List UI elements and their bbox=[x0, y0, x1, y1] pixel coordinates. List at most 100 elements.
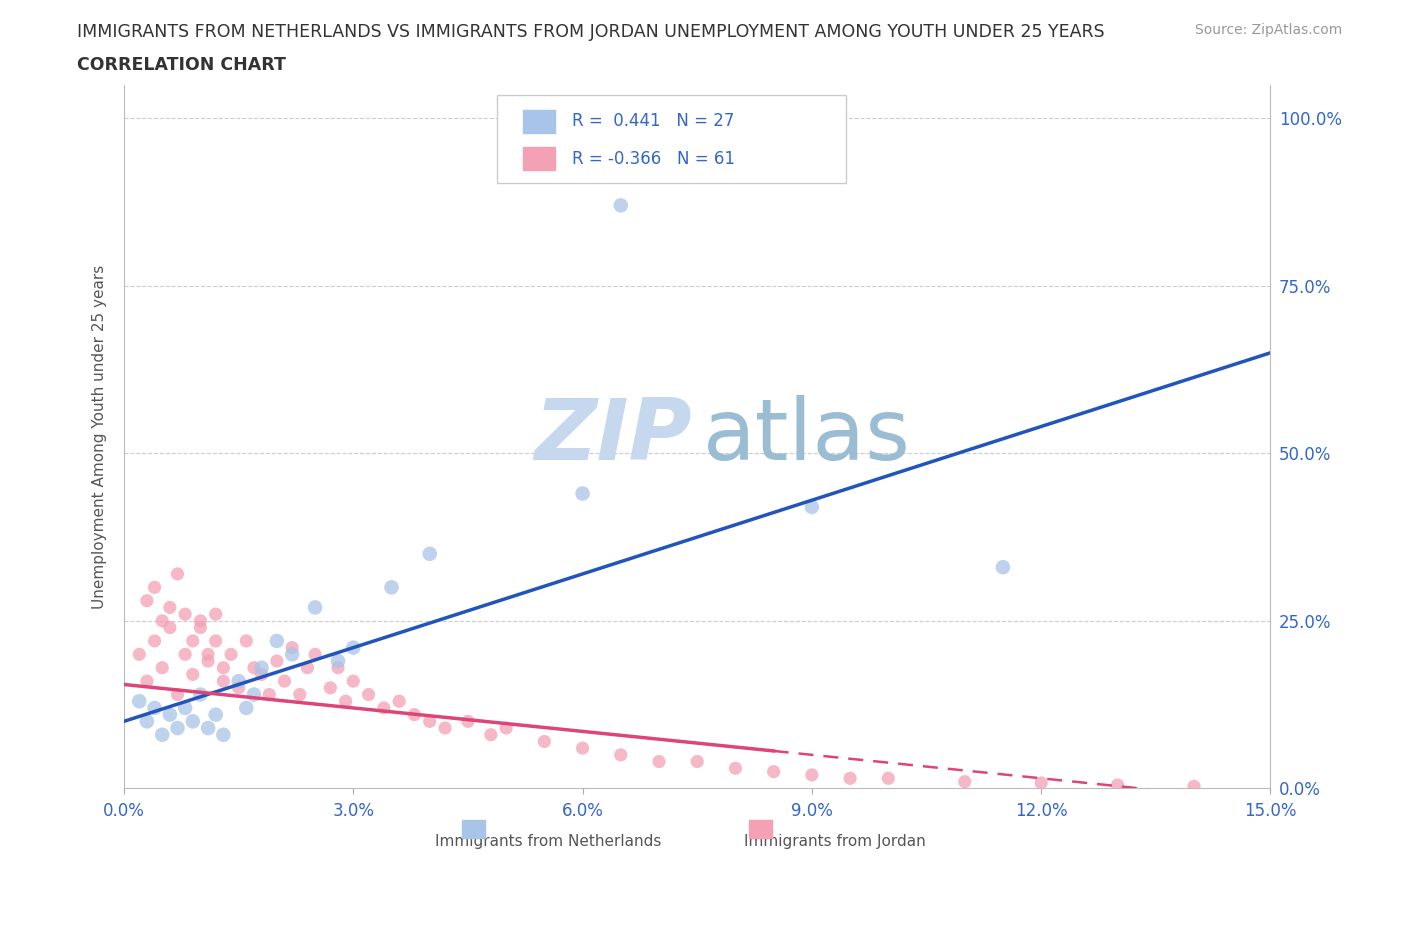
Point bbox=[135, 714, 157, 729]
Text: IMMIGRANTS FROM NETHERLANDS VS IMMIGRANTS FROM JORDAN UNEMPLOYMENT AMONG YOUTH U: IMMIGRANTS FROM NETHERLANDS VS IMMIGRANT… bbox=[77, 23, 1105, 41]
Point bbox=[190, 614, 212, 629]
Point bbox=[419, 714, 441, 729]
Point bbox=[273, 673, 295, 688]
Point bbox=[610, 198, 633, 213]
Point bbox=[143, 580, 166, 595]
Point bbox=[373, 700, 395, 715]
FancyBboxPatch shape bbox=[496, 95, 846, 183]
Point bbox=[128, 694, 150, 709]
Point bbox=[479, 727, 502, 742]
Point bbox=[181, 667, 204, 682]
Point bbox=[190, 620, 212, 635]
Point bbox=[342, 673, 364, 688]
Text: Immigrants from Netherlands: Immigrants from Netherlands bbox=[434, 834, 661, 849]
Point bbox=[159, 620, 181, 635]
Point bbox=[150, 727, 173, 742]
Text: Source: ZipAtlas.com: Source: ZipAtlas.com bbox=[1195, 23, 1343, 37]
Point bbox=[297, 660, 319, 675]
Point bbox=[380, 580, 402, 595]
Point bbox=[388, 694, 411, 709]
Y-axis label: Unemployment Among Youth under 25 years: Unemployment Among Youth under 25 years bbox=[93, 264, 107, 608]
Point bbox=[281, 640, 304, 655]
Point bbox=[212, 673, 235, 688]
Point bbox=[228, 673, 250, 688]
Point bbox=[257, 687, 280, 702]
Point bbox=[686, 754, 709, 769]
Point bbox=[434, 721, 457, 736]
Point bbox=[1182, 779, 1205, 794]
Point bbox=[204, 606, 226, 621]
Point bbox=[319, 681, 342, 696]
Text: CORRELATION CHART: CORRELATION CHART bbox=[77, 56, 287, 73]
Point bbox=[281, 647, 304, 662]
Point bbox=[571, 740, 593, 755]
Point bbox=[762, 764, 785, 779]
Text: R =  0.441   N = 27: R = 0.441 N = 27 bbox=[572, 113, 735, 130]
Point bbox=[174, 647, 197, 662]
Point bbox=[159, 707, 181, 722]
Point bbox=[457, 714, 479, 729]
Point bbox=[212, 727, 235, 742]
Point bbox=[250, 667, 273, 682]
Point bbox=[166, 687, 188, 702]
Point bbox=[800, 767, 823, 782]
Bar bbox=[523, 147, 555, 170]
Text: Immigrants from Jordan: Immigrants from Jordan bbox=[744, 834, 925, 849]
Point bbox=[235, 700, 257, 715]
Point bbox=[219, 647, 242, 662]
Point bbox=[266, 633, 288, 648]
Point bbox=[495, 721, 517, 736]
Point bbox=[228, 681, 250, 696]
Point bbox=[326, 654, 349, 669]
Point bbox=[404, 707, 426, 722]
Point bbox=[610, 748, 633, 763]
Point bbox=[174, 700, 197, 715]
Point bbox=[724, 761, 747, 776]
Point bbox=[212, 660, 235, 675]
Point bbox=[135, 593, 157, 608]
Point bbox=[953, 774, 976, 789]
Point bbox=[135, 673, 157, 688]
Point bbox=[335, 694, 357, 709]
Bar bbox=[463, 820, 485, 838]
Point bbox=[839, 771, 862, 786]
Point bbox=[877, 771, 900, 786]
Bar bbox=[523, 110, 555, 133]
Point bbox=[150, 614, 173, 629]
Bar bbox=[749, 820, 772, 838]
Point bbox=[571, 486, 593, 501]
Point bbox=[181, 633, 204, 648]
Point bbox=[800, 499, 823, 514]
Point bbox=[243, 660, 266, 675]
Point bbox=[342, 640, 364, 655]
Point bbox=[304, 647, 326, 662]
Point bbox=[150, 660, 173, 675]
Text: ZIP: ZIP bbox=[534, 395, 692, 478]
Point bbox=[1107, 777, 1129, 792]
Point bbox=[166, 721, 188, 736]
Point bbox=[533, 734, 555, 749]
Point bbox=[419, 547, 441, 562]
Point bbox=[143, 700, 166, 715]
Text: atlas: atlas bbox=[703, 395, 911, 478]
Point bbox=[197, 654, 219, 669]
Point bbox=[243, 687, 266, 702]
Point bbox=[190, 687, 212, 702]
Text: R = -0.366   N = 61: R = -0.366 N = 61 bbox=[572, 150, 735, 167]
Point bbox=[250, 660, 273, 675]
Point bbox=[648, 754, 671, 769]
Point bbox=[304, 600, 326, 615]
Point bbox=[166, 566, 188, 581]
Point bbox=[197, 647, 219, 662]
Point bbox=[326, 660, 349, 675]
Point bbox=[181, 714, 204, 729]
Point bbox=[143, 633, 166, 648]
Point bbox=[204, 707, 226, 722]
Point bbox=[1031, 776, 1053, 790]
Point bbox=[357, 687, 380, 702]
Point bbox=[128, 647, 150, 662]
Point bbox=[204, 633, 226, 648]
Point bbox=[159, 600, 181, 615]
Point bbox=[991, 560, 1014, 575]
Point bbox=[174, 606, 197, 621]
